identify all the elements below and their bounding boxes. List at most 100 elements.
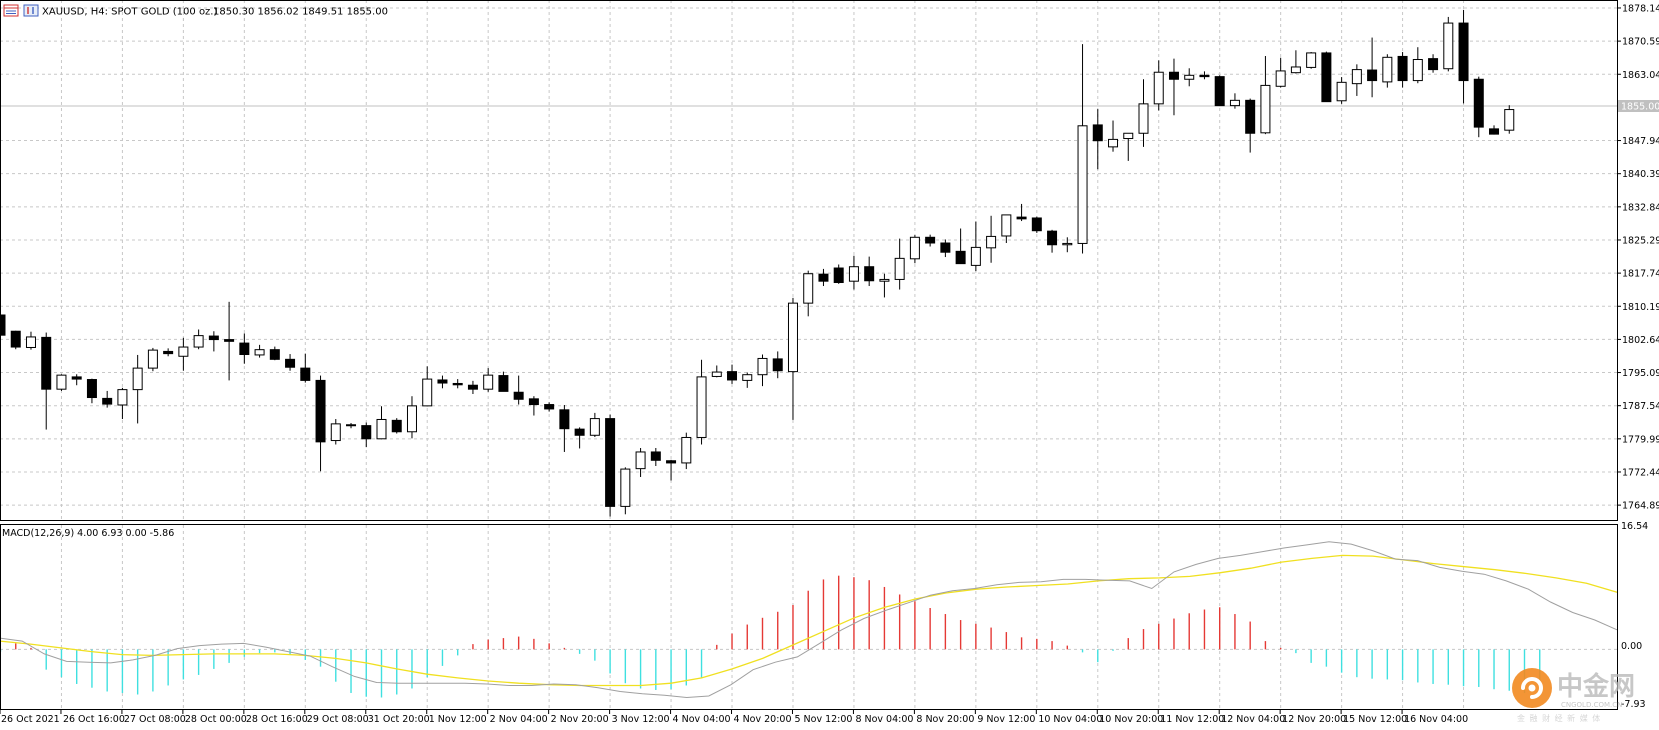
candle[interactable] [269, 346, 280, 361]
candle[interactable] [1412, 47, 1423, 84]
candle[interactable] [1077, 44, 1088, 254]
candle[interactable] [1062, 237, 1073, 253]
candle[interactable] [117, 387, 128, 420]
macd-axis[interactable]: 16.54 0.00 -7.93 [1621, 521, 1648, 710]
candlestick-series[interactable] [0, 9, 1515, 517]
candle[interactable] [620, 467, 631, 515]
candle[interactable] [925, 234, 936, 247]
candle[interactable] [102, 390, 113, 408]
candle[interactable] [986, 215, 997, 263]
candle[interactable] [147, 347, 158, 372]
candle[interactable] [1428, 54, 1439, 73]
candle[interactable] [544, 402, 555, 412]
candle[interactable] [406, 396, 417, 439]
candle[interactable] [1473, 76, 1484, 138]
candle[interactable] [1260, 55, 1271, 135]
candle[interactable] [86, 378, 97, 404]
candle[interactable] [1382, 54, 1393, 88]
candle[interactable] [208, 331, 219, 352]
candle[interactable] [498, 371, 509, 392]
candle[interactable] [787, 297, 798, 420]
candle[interactable] [71, 374, 82, 386]
candle[interactable] [1168, 58, 1179, 116]
candle[interactable] [1306, 52, 1317, 69]
candle[interactable] [1443, 16, 1454, 72]
candle[interactable] [224, 301, 235, 381]
candle[interactable] [1214, 75, 1225, 107]
candle[interactable] [711, 365, 722, 378]
candle[interactable] [56, 374, 67, 391]
candle[interactable] [666, 459, 677, 481]
candle[interactable] [848, 255, 859, 290]
candle[interactable] [1489, 125, 1500, 135]
candle[interactable] [818, 268, 829, 287]
candle[interactable] [1138, 79, 1149, 147]
candle[interactable] [376, 406, 387, 440]
candle[interactable] [315, 375, 326, 472]
candle[interactable] [193, 329, 204, 350]
candle[interactable] [1290, 50, 1301, 74]
candle[interactable] [1458, 9, 1469, 104]
candle[interactable] [1047, 229, 1058, 253]
price-axis[interactable]: 1878.14 1870.59 1863.04 1847.94 1840.39 1832.… [1617, 3, 1659, 512]
candle[interactable] [330, 419, 341, 445]
candle[interactable] [879, 273, 890, 298]
candle[interactable] [803, 270, 814, 317]
candle[interactable] [513, 375, 524, 405]
candle[interactable] [955, 228, 966, 265]
candle[interactable] [909, 235, 920, 264]
candle[interactable] [528, 396, 539, 416]
candle[interactable] [391, 418, 402, 434]
candle[interactable] [772, 351, 783, 379]
candle[interactable] [1245, 98, 1256, 153]
candle[interactable] [605, 414, 616, 517]
candle[interactable] [1001, 214, 1012, 244]
candle[interactable] [1229, 93, 1240, 109]
candle[interactable] [894, 238, 905, 290]
candle[interactable] [41, 332, 52, 430]
candle[interactable] [483, 368, 494, 392]
candle[interactable] [437, 375, 448, 389]
candle[interactable] [254, 344, 265, 358]
candle[interactable] [1108, 120, 1119, 152]
candle[interactable] [132, 354, 143, 424]
candle[interactable] [1153, 60, 1164, 111]
candle[interactable] [178, 337, 189, 371]
candle[interactable] [742, 372, 753, 388]
candle[interactable] [559, 404, 570, 452]
candle[interactable] [1123, 132, 1134, 161]
candle[interactable] [1275, 57, 1286, 88]
candle[interactable] [940, 239, 951, 258]
candle[interactable] [1321, 51, 1332, 103]
candle[interactable] [1397, 52, 1408, 88]
candle[interactable] [727, 364, 738, 384]
candle[interactable] [1184, 68, 1195, 87]
candle[interactable] [361, 422, 372, 448]
candle[interactable] [1016, 203, 1027, 222]
candle[interactable] [25, 331, 36, 350]
candle[interactable] [285, 354, 296, 371]
time-axis[interactable]: 26 Oct 2021 26 Oct 16:00 27 Oct 08:00 28 Oc… [0, 709, 1468, 725]
candle[interactable] [970, 221, 981, 272]
candle[interactable] [650, 448, 661, 467]
candle[interactable] [452, 379, 463, 389]
candle[interactable] [467, 380, 478, 395]
candle[interactable] [1336, 77, 1347, 104]
candle[interactable] [10, 330, 21, 350]
candle[interactable] [635, 448, 646, 477]
candle[interactable] [1367, 37, 1378, 98]
candle[interactable] [864, 256, 875, 287]
candle[interactable] [757, 354, 768, 387]
candle[interactable] [346, 422, 357, 429]
candle[interactable] [163, 348, 174, 357]
macd-pane[interactable]: MACD(12,26,9) 4.00 6.93 0.00 -5.86 [0, 524, 1618, 710]
candle[interactable] [696, 359, 707, 445]
candle[interactable] [239, 333, 250, 364]
price-pane[interactable]: XAUUSD, H4: SPOT GOLD (100 oz.) 1850.30 … [0, 0, 1618, 521]
candle[interactable] [1199, 71, 1210, 80]
candle[interactable] [833, 264, 844, 284]
candle[interactable] [589, 412, 600, 438]
candle[interactable] [574, 427, 585, 449]
candle[interactable] [422, 366, 433, 407]
